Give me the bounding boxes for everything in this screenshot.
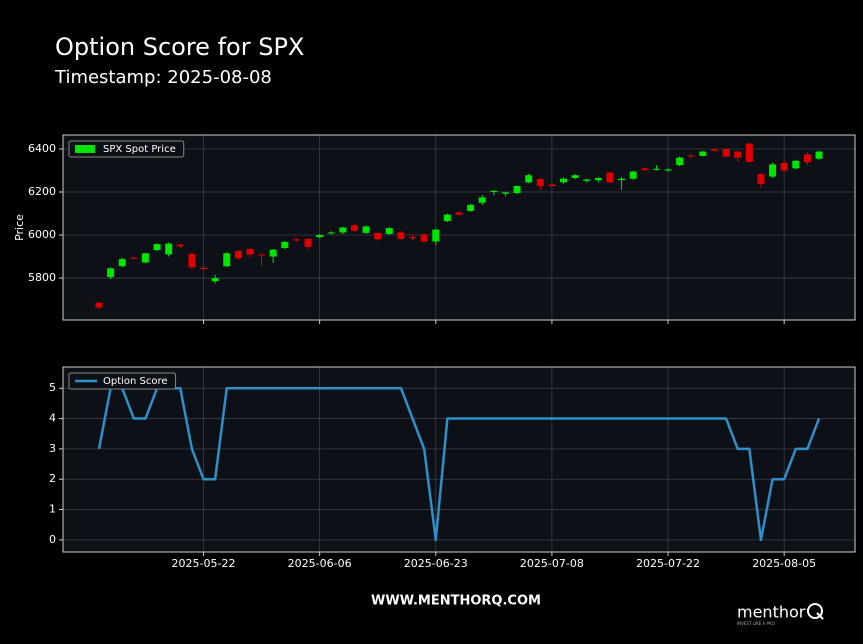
- candle-body: [200, 267, 208, 270]
- candle-body: [95, 302, 103, 308]
- candle-body: [525, 175, 533, 183]
- candle-body: [292, 239, 300, 241]
- legend-label: SPX Spot Price: [103, 144, 176, 155]
- x-tick-label: 2025-07-22: [636, 557, 700, 570]
- candle-body: [420, 234, 428, 242]
- y-axis-label: Price: [13, 214, 26, 241]
- y-tick-label: 6200: [28, 185, 56, 198]
- candle-body: [269, 249, 277, 257]
- chart-title: Option Score for SPX: [55, 33, 304, 61]
- score-line: [97, 386, 821, 542]
- candle-body: [432, 229, 440, 242]
- footer-url: WWW.MENTHORQ.COM: [371, 594, 541, 609]
- logo-icon: [807, 603, 824, 620]
- candle-body: [560, 178, 568, 183]
- candle-body: [699, 151, 707, 156]
- logo-tagline: INVEST LIKE A PRO: [737, 621, 775, 626]
- candle-body: [188, 253, 196, 268]
- legend-box: [68, 140, 185, 158]
- chart-subtitle: Timestamp: 2025-08-08: [54, 67, 272, 88]
- candle-body: [118, 259, 126, 267]
- candle-body: [478, 197, 486, 203]
- x-tick-label: 2025-08-05: [752, 557, 816, 570]
- y-tick-label: 1: [49, 503, 56, 516]
- y-tick-label: 5800: [28, 271, 56, 284]
- candle-body: [165, 243, 173, 255]
- x-tick-label: 2025-06-23: [404, 557, 468, 570]
- candle-body: [316, 235, 324, 238]
- candle-body: [397, 232, 405, 239]
- candle-body: [792, 160, 800, 169]
- y-tick-label: 0: [49, 533, 56, 546]
- legend-swatch: [75, 145, 95, 153]
- candle-body: [234, 251, 242, 259]
- y-tick-label: 4: [49, 412, 56, 425]
- candle-body: [745, 143, 753, 162]
- candle-body: [385, 228, 393, 234]
- candle-body: [443, 214, 451, 222]
- candle-body: [211, 278, 219, 282]
- candle-body: [618, 178, 626, 181]
- candle-body: [153, 244, 161, 251]
- plot-area: [63, 135, 855, 320]
- y-tick-label: 5: [49, 381, 56, 394]
- candle-body: [223, 253, 231, 267]
- candle-body: [815, 151, 823, 159]
- candle-body: [757, 174, 765, 184]
- candle-body: [339, 227, 347, 233]
- x-tick-label: 2025-05-22: [172, 557, 236, 570]
- y-tick-label: 2: [49, 472, 56, 485]
- candle-body: [501, 192, 509, 194]
- candle-body: [687, 155, 695, 157]
- candle-body: [176, 244, 184, 247]
- candle-body: [409, 237, 417, 239]
- candle-body: [467, 204, 475, 211]
- candle-body: [107, 268, 115, 277]
- candle-body: [652, 168, 660, 170]
- candle-body: [141, 253, 149, 263]
- candle-body: [513, 185, 521, 194]
- candle-body: [629, 171, 637, 179]
- plot-frame: [62, 366, 856, 553]
- candle-body: [734, 151, 742, 158]
- candle-body: [304, 238, 312, 247]
- candle-body: [548, 184, 556, 186]
- candle-body: [594, 178, 602, 181]
- candle-body: [536, 179, 544, 186]
- candle-body: [803, 154, 811, 163]
- candle-body: [130, 257, 138, 259]
- x-tick-label: 2025-07-08: [520, 557, 584, 570]
- candle-body: [374, 232, 382, 240]
- candle-body: [769, 164, 777, 177]
- candle-body: [490, 190, 498, 193]
- y-tick-label: 6400: [28, 142, 56, 155]
- plot-frame: [62, 134, 856, 321]
- candle-body: [583, 179, 591, 181]
- candle-body: [722, 148, 730, 157]
- candle-body: [571, 175, 579, 179]
- candle-body: [710, 149, 718, 151]
- candle-body: [350, 225, 358, 231]
- logo-text: menthor: [737, 603, 806, 622]
- legend-box: [68, 372, 177, 390]
- candle-body: [606, 172, 614, 183]
- candle-body: [780, 162, 788, 171]
- x-tick-label: 2025-06-06: [288, 557, 352, 570]
- candle-body: [281, 241, 289, 248]
- candle-body: [258, 254, 266, 256]
- candle-body: [327, 232, 335, 234]
- candle-body: [455, 212, 463, 215]
- legend-label: Option Score: [103, 376, 168, 387]
- candle-body: [246, 249, 254, 255]
- candle-body: [676, 157, 684, 166]
- candle-body: [641, 168, 649, 171]
- candle-body: [362, 226, 370, 233]
- y-tick-label: 6000: [28, 228, 56, 241]
- y-tick-label: 3: [49, 442, 56, 455]
- candle-body: [664, 169, 672, 171]
